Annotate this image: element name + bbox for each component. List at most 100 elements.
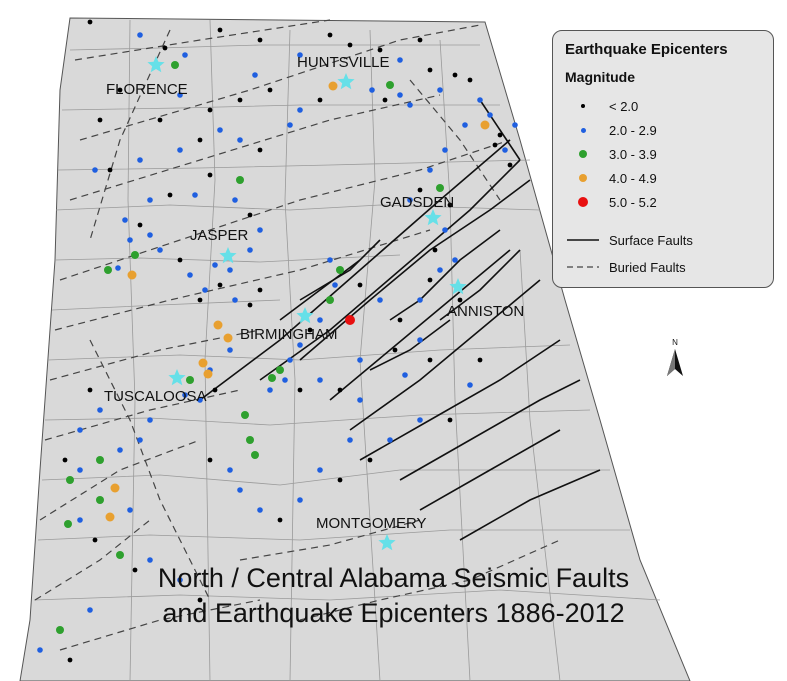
epicenter-dot [347,42,353,48]
epicenter-dot [104,266,112,274]
epicenter-dot [157,117,163,123]
epicenter-dot [477,97,483,103]
legend-class-label: 5.0 - 5.2 [609,194,657,210]
epicenter-dot [197,597,203,603]
legend-class: 4.0 - 4.9 [565,169,657,187]
epicenter-dot [232,297,238,303]
epicenter-dot [37,647,43,653]
legend-surface-faults: Surface Faults [565,231,693,249]
city-label: BIRMINGHAM [240,326,338,343]
legend-surface-faults-label: Surface Faults [609,232,693,248]
epicenter-dot [246,436,254,444]
epicenter-dot [247,247,253,253]
epicenter-dot [337,477,343,483]
epicenter-dot [328,81,338,91]
epicenter-dot [147,197,153,203]
epicenter-dot [147,232,153,238]
epicenter-dot [247,302,253,308]
epicenter-dot [213,320,223,330]
epicenter-dot [77,427,83,433]
magnitude-dot-icon [565,121,601,139]
epicenter-dot [96,496,104,504]
legend-class: 3.0 - 3.9 [565,145,657,163]
epicenter-dot [407,102,413,108]
epicenter-dot [137,222,143,228]
epicenter-dot [117,447,123,453]
epicenter-dot [105,512,115,522]
epicenter-dot [297,342,303,348]
city-label: HUNTSVILLE [297,54,390,71]
epicenter-dot [417,187,423,193]
epicenter-dot [96,456,104,464]
epicenter-dot [417,37,423,43]
epicenter-dot [417,297,423,303]
epicenter-dot [297,52,303,58]
epicenter-dot [267,87,273,93]
epicenter-dot [512,122,518,128]
epicenter-dot [317,467,323,473]
epicenter-dot [357,357,363,363]
north-arrow-icon: N [667,338,683,376]
epicenter-dot [347,437,353,443]
magnitude-dot-icon [565,193,601,211]
epicenter-dot [480,120,490,130]
epicenter-dot [297,387,303,393]
epicenter-dot [257,507,263,513]
epicenter-dot [462,122,468,128]
epicenter-dot [252,72,258,78]
epicenter-dot [417,417,423,423]
epicenter-dot [437,267,443,273]
epicenter-dot [392,347,398,353]
epicenter-dot [297,497,303,503]
epicenter-dot [387,437,393,443]
county-boundaries [33,19,661,681]
epicenter-dot [147,557,153,563]
epicenter-dot [177,577,183,583]
epicenter-dot [267,387,273,393]
epicenter-dot [97,117,103,123]
epicenter-dot [257,227,263,233]
epicenter-dot [237,137,243,143]
epicenter-dot [327,32,333,38]
map-title-line2: and Earthquake Epicenters 1886-2012 [162,598,625,628]
epicenter-dot [212,262,218,268]
epicenter-dot [171,61,179,69]
epicenter-dot [182,52,188,58]
map-title-line1: North / Central Alabama Seismic Faults [157,563,630,593]
epicenter-dot [77,517,83,523]
epicenter-dot [427,67,433,73]
epicenter-dot [452,72,458,78]
epicenter-dot [56,626,64,634]
city-star-icon [147,56,165,73]
epicenter-dot [202,287,208,293]
epicenter-dot [217,27,223,33]
city-star-icon [424,209,442,226]
epicenter-dot [197,297,203,303]
epicenter-dot [227,467,233,473]
epicenter-dot [241,411,249,419]
epicenter-dot [77,467,83,473]
epicenter-dot [327,257,333,263]
epicenter-dot [117,87,123,93]
epicenter-dot [247,212,253,218]
epicenter-dot [268,374,276,382]
solid-line-icon [567,239,599,241]
legend-class: 5.0 - 5.2 [565,193,657,211]
epicenter-dot [92,167,98,173]
epicenter-dot [197,137,203,143]
epicenter-dot [207,172,213,178]
epicenter-dot [177,147,183,153]
epicenter-dot [92,537,98,543]
epicenter-dot [452,257,458,263]
epicenter-dot [197,397,203,403]
epicenter-dot [132,567,138,573]
city-star-icon [296,307,314,324]
epicenter-dot [442,227,448,233]
epicenter-dot [182,392,188,398]
epicenter-dot [307,327,313,333]
dashed-line-icon [567,266,599,268]
epicenter-dot [337,387,343,393]
legend-title: Earthquake Epicenters [565,41,728,58]
epicenter-dot [336,266,344,274]
